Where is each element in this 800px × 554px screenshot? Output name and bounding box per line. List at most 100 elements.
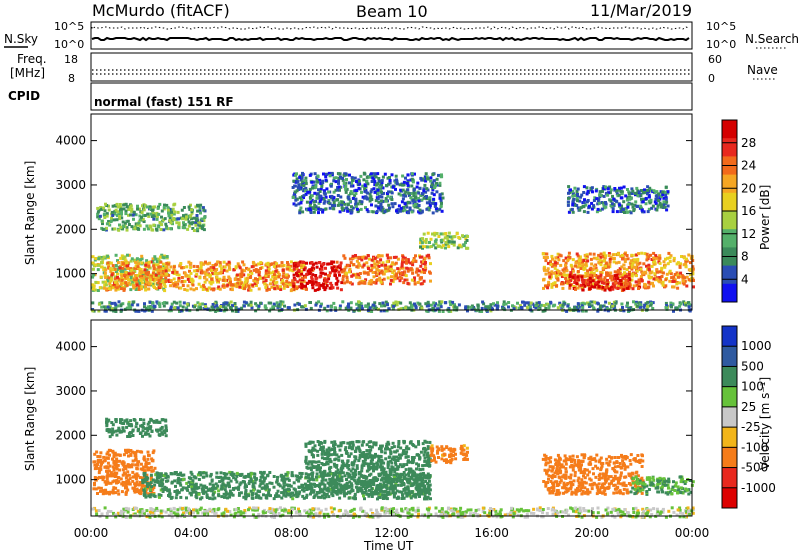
power-cell-region-6 xyxy=(568,286,572,290)
power-cell-region-1 xyxy=(163,283,167,287)
power-cell-region-1 xyxy=(154,273,158,277)
power-cell-region-10 xyxy=(659,205,663,209)
velocity-cell-region-1 xyxy=(179,471,183,475)
power-cell-region-7 xyxy=(204,305,208,308)
power-cell-region-1 xyxy=(191,279,195,283)
velocity-cell-region-0 xyxy=(134,453,138,457)
power-cell-region-7 xyxy=(489,303,493,307)
power-cell-region-7 xyxy=(276,304,280,308)
power-cell-region-1 xyxy=(238,278,242,282)
power-cell-region-2 xyxy=(324,278,328,282)
velocity-cell-region-1 xyxy=(213,496,217,500)
power-cell-region-5 xyxy=(542,256,546,259)
power-cell-region-7 xyxy=(255,303,259,307)
velocity-cell-region-1 xyxy=(201,475,205,479)
sky-right-label: N.Search xyxy=(745,32,799,46)
power-cell-region-1 xyxy=(266,275,270,279)
power-cell-region-5 xyxy=(652,277,656,281)
power-cell-region-6 xyxy=(624,279,628,283)
power-cell-region-3 xyxy=(358,276,362,280)
velocity-cell-region-0 xyxy=(106,461,110,465)
power-cell-region-1 xyxy=(275,284,279,288)
velocity-cell-region-0 xyxy=(139,492,143,496)
power-cell-region-5 xyxy=(559,263,563,267)
power-cell-region-7 xyxy=(449,303,453,307)
power-cell-region-8 xyxy=(162,218,166,222)
power-cell-region-9 xyxy=(351,178,354,182)
power-cell-region-9 xyxy=(315,196,319,200)
power-cell-region-0 xyxy=(122,277,126,281)
velocity-cell-region-1 xyxy=(253,475,257,479)
power-cell-region-6 xyxy=(634,280,638,284)
velocity-cell-region-1 xyxy=(324,478,328,482)
beam-title: Beam 10 xyxy=(356,2,428,21)
power-cell-region-1 xyxy=(278,273,281,277)
power-cell-region-10 xyxy=(645,192,649,196)
power-cell-region-7 xyxy=(169,309,173,313)
power-cell-region-2 xyxy=(310,277,314,281)
power-cell-region-9 xyxy=(370,188,374,192)
power-cell-region-5 xyxy=(561,286,565,290)
power-cell-region-3 xyxy=(420,260,424,264)
power-cell-region-2 xyxy=(296,274,300,277)
power-cell-region-0 xyxy=(92,284,96,288)
power-cell-region-9 xyxy=(332,190,336,194)
power-cell-region-1 xyxy=(103,274,107,278)
power-cell-region-8 xyxy=(173,210,177,214)
velocity-cell-region-0 xyxy=(105,491,109,495)
power-cell-region-8 xyxy=(136,204,139,208)
velocity-cell-region-0 xyxy=(113,451,117,455)
power-cell-region-7 xyxy=(523,303,527,307)
power-cell-region-10 xyxy=(570,207,574,211)
power-cell-region-3 xyxy=(352,263,356,267)
power-cell-region-9 xyxy=(391,185,395,189)
power-cell-region-3 xyxy=(351,273,355,277)
power-cell-region-6 xyxy=(617,281,621,285)
power-cell-region-1 xyxy=(187,275,191,279)
power-cell-region-1 xyxy=(197,282,201,286)
power-cell-region-8 xyxy=(105,222,109,226)
velocity-cell-region-1 xyxy=(153,480,157,484)
power-cell-region-1 xyxy=(282,275,286,279)
power-cell-region-7 xyxy=(309,306,313,310)
velocity-cell-region-1 xyxy=(175,493,179,496)
power-cell-region-6 xyxy=(612,285,616,289)
power-cell-region-9 xyxy=(424,179,428,183)
power-cell-region-2 xyxy=(334,269,337,273)
power-cell-region-1 xyxy=(229,280,232,284)
power-cell-region-8 xyxy=(134,222,138,226)
power-cell-region-5 xyxy=(643,252,647,256)
power-cell-region-9 xyxy=(349,190,353,194)
power-cell-region-8 xyxy=(130,209,134,213)
velocity-cell-region-0 xyxy=(111,450,115,454)
power-cell-region-7 xyxy=(416,301,420,305)
power-cell-region-1 xyxy=(277,286,280,290)
power-cell-region-9 xyxy=(439,175,443,179)
power-cell-region-9 xyxy=(308,187,312,191)
power-cell-region-3 xyxy=(419,264,423,268)
power-cell-region-2 xyxy=(302,268,306,272)
power-cell-region-9 xyxy=(402,193,406,197)
power-cell-region-7 xyxy=(481,300,485,304)
power-cell-region-10 xyxy=(586,210,590,214)
power-cell-region-10 xyxy=(624,207,628,211)
power-cell-region-5 xyxy=(564,273,568,277)
power-cell-region-5 xyxy=(586,269,590,273)
power-cell-region-9 xyxy=(349,192,353,196)
power-cell-region-7 xyxy=(527,301,531,305)
velocity-cell-region-0 xyxy=(95,463,99,467)
velocity-cell-region-1 xyxy=(228,470,232,474)
power-cell-region-8 xyxy=(102,206,106,210)
power-cell-region-7 xyxy=(309,301,312,304)
power-cell-region-1 xyxy=(251,283,255,287)
power-cell-region-2 xyxy=(319,283,323,287)
power-cell-region-3 xyxy=(409,261,413,265)
power-cell-region-5 xyxy=(601,266,605,270)
power-cell-region-3 xyxy=(370,263,374,267)
power-cell-region-1 xyxy=(183,279,187,283)
power-cell-region-8 xyxy=(128,205,132,209)
power-cell-region-8 xyxy=(150,228,154,232)
power-cell-region-10 xyxy=(630,192,634,195)
power-cell-region-8 xyxy=(117,228,121,232)
velocity-cell-region-1 xyxy=(158,484,162,488)
